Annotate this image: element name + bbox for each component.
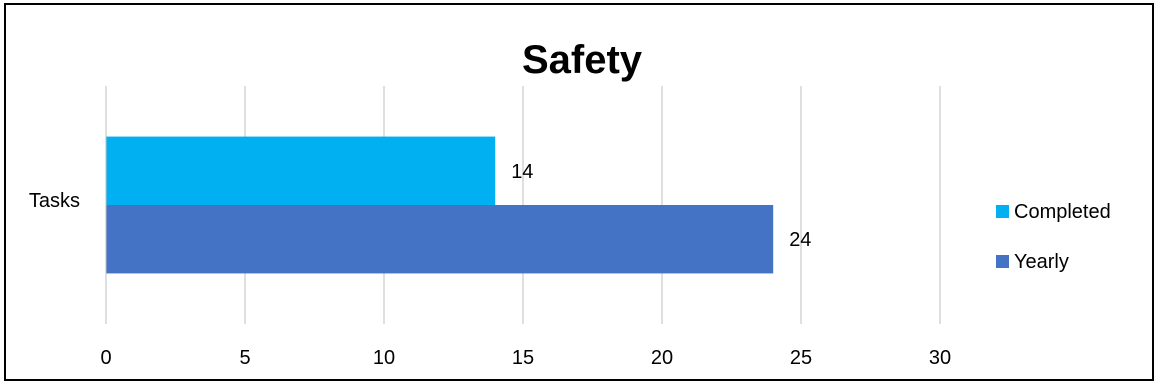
x-tick-label: 5 [239,347,250,369]
x-tick-label: 30 [929,347,951,369]
data-labels: 14 24 [511,161,811,251]
bar-yearly [106,205,774,274]
legend: Completed Yearly [996,201,1111,273]
bar-completed [106,136,496,205]
chart-title: Safety [522,38,643,82]
legend-swatch-completed [996,205,1009,218]
axes: 0 5 10 15 20 25 30 Tasks [29,86,951,369]
legend-swatch-yearly [996,255,1009,268]
x-tick-label: 15 [512,347,534,369]
x-tick-label: 20 [651,347,673,369]
legend-label-completed: Completed [1014,201,1111,223]
bars [106,136,774,274]
data-label: 14 [511,161,533,183]
data-label: 24 [789,229,811,251]
legend-label-yearly: Yearly [1014,251,1069,273]
x-tick-label: 0 [100,347,111,369]
x-tick-label: 10 [373,347,395,369]
category-label: Tasks [29,190,80,212]
x-tick-label: 25 [790,347,812,369]
